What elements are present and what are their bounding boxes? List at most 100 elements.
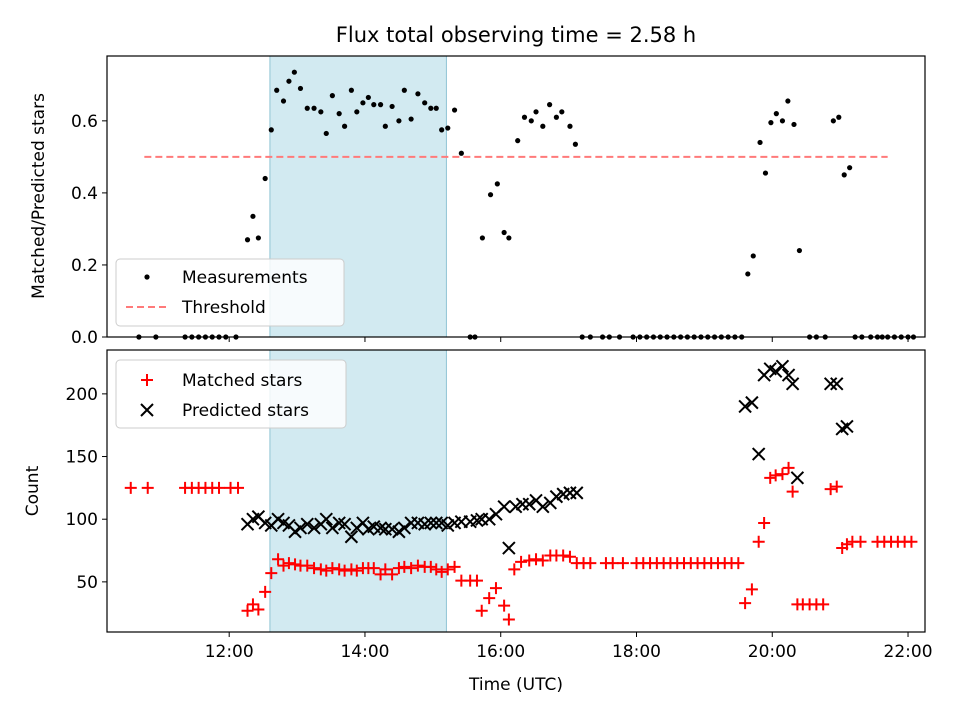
top-measurement-point <box>779 118 786 124</box>
bottom-predicted-point <box>768 364 783 379</box>
bottom-y-tick-label: 200 <box>66 385 98 405</box>
bottom-panel: 50 100 150 200 12:00 14:00 16:00 18:00 20:00 22:0… <box>66 349 933 662</box>
bottom-matched-point <box>411 559 424 572</box>
bottom-matched-point <box>435 565 448 578</box>
bottom-matched-point <box>386 568 399 581</box>
bottom-predicted-point <box>823 377 838 391</box>
top-measurement-point <box>318 109 324 115</box>
bottom-predicted-point <box>325 521 340 535</box>
legend-measurements-marker <box>144 274 150 280</box>
top-measurement-point <box>382 123 388 129</box>
bottom-matched-point <box>606 557 619 570</box>
bottom-matched-point <box>259 585 272 598</box>
bottom-predicted-point <box>536 499 550 514</box>
bottom-x-tick-label: 22:00 <box>884 642 933 662</box>
bottom-matched-point <box>489 582 502 595</box>
legend-predicted-marker <box>140 403 154 417</box>
bottom-predicted-point <box>319 512 333 526</box>
bottom-predicted-point <box>840 419 854 434</box>
top-measurement-point <box>451 107 458 113</box>
top-measurement-point <box>336 111 342 117</box>
bottom-matched-point <box>265 567 278 580</box>
bottom-matched-point <box>475 604 488 617</box>
top-measurement-point <box>433 105 439 111</box>
top-measurement-point <box>841 172 847 178</box>
bottom-matched-point <box>786 485 799 498</box>
bottom-matched-point <box>398 560 411 573</box>
top-measurement-point <box>415 91 421 97</box>
bottom-predicted-point <box>830 377 844 391</box>
bottom-matched-point <box>320 564 333 577</box>
legend-matched-label: Matched stars <box>182 371 302 391</box>
bottom-matched-point <box>430 563 443 576</box>
bottom-matched-point <box>326 562 339 575</box>
bottom-matched-point <box>441 563 454 576</box>
bottom-predicted-point <box>300 517 314 531</box>
top-measurement-point <box>262 175 268 182</box>
bottom-matched-point <box>616 557 629 570</box>
bottom-matched-point <box>739 597 752 610</box>
bottom-matched-point <box>379 563 392 576</box>
bottom-legend-box <box>115 359 347 429</box>
top-y-tick-label: 0.2 <box>71 256 98 276</box>
top-measurement-point <box>796 247 803 254</box>
bottom-matched-point <box>530 553 543 566</box>
top-measurement-point <box>389 103 395 110</box>
bottom-y-tick-label: 50 <box>76 573 98 593</box>
top-measurement-point <box>773 111 779 117</box>
bottom-matched-point <box>732 557 745 570</box>
bottom-matched-point <box>424 560 437 573</box>
bottom-predicted-point <box>397 521 412 535</box>
bottom-matched-point <box>277 559 290 572</box>
bottom-matched-point <box>350 564 363 577</box>
top-measurement-point <box>494 181 500 187</box>
top-measurement-point <box>521 114 528 120</box>
top-measurement-point <box>528 118 534 124</box>
bottom-matched-point <box>824 483 837 496</box>
bottom-matched-point <box>333 563 346 576</box>
top-measurement-point <box>274 87 280 93</box>
bottom-x-tick-label: 14:00 <box>340 642 389 662</box>
top-measurement-point <box>408 116 414 122</box>
bottom-x-tick-label: 12:00 <box>205 642 254 662</box>
bottom-matched-point <box>308 562 321 575</box>
top-measurement-point <box>250 213 256 219</box>
top-measurement-point <box>836 114 842 120</box>
bottom-matched-point <box>764 471 777 484</box>
top-measurement-point <box>479 235 485 241</box>
bottom-matched-point <box>854 535 867 548</box>
top-measurement-point <box>297 85 304 92</box>
bottom-matched-point <box>301 559 314 572</box>
top-measurement-point <box>547 102 553 108</box>
legend-measurements-label: Measurements <box>182 268 308 288</box>
bottom-y-axis-label: Count <box>23 465 43 516</box>
bottom-predicted-point <box>424 516 438 530</box>
top-measurement-point <box>572 141 578 147</box>
bottom-matched-point <box>405 562 418 575</box>
top-y-tick-label: 0.6 <box>71 112 98 132</box>
bottom-predicted-point <box>502 541 516 555</box>
chart-title: Flux total observing time = 2.58 h <box>336 23 696 47</box>
legend-threshold-label: Threshold <box>181 298 266 318</box>
top-measurement-point <box>750 253 756 259</box>
top-measurement-point <box>286 78 292 84</box>
top-y-tick-label: 0.4 <box>71 184 98 204</box>
bottom-matched-point <box>345 563 358 576</box>
bottom-x-tick-label: 20:00 <box>748 642 797 662</box>
top-measurement-point <box>506 235 512 241</box>
top-measurement-point <box>291 69 297 75</box>
top-measurement-point <box>445 125 451 131</box>
top-measurement-point <box>785 98 791 104</box>
bottom-predicted-point <box>307 521 321 535</box>
top-measurement-point <box>439 127 445 133</box>
bottom-matched-point <box>508 563 521 576</box>
x-axis-label: Time (UTC) <box>468 675 563 695</box>
top-measurement-point <box>553 114 559 120</box>
bottom-matched-point <box>498 599 511 612</box>
bottom-predicted-point <box>482 512 496 526</box>
bottom-x-tick-label: 16:00 <box>476 642 525 662</box>
top-measurement-point <box>311 105 317 111</box>
bottom-matched-point <box>272 553 285 566</box>
top-measurement-point <box>515 138 521 144</box>
top-measurement-point <box>280 98 287 104</box>
